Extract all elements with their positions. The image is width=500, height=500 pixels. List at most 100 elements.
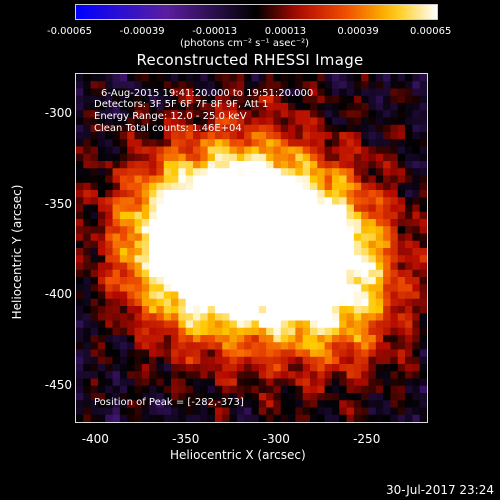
- heatmap-cell: [258, 211, 267, 220]
- heatmap-cell: [405, 335, 413, 343]
- heatmap-cell: [200, 356, 209, 365]
- heatmap-cell: [331, 161, 340, 169]
- heatmap-cell: [244, 414, 252, 422]
- heatmap-cell: [331, 378, 340, 387]
- heatmap-cell: [207, 407, 216, 416]
- heatmap-cell: [200, 269, 209, 278]
- heatmap-cell: [280, 95, 289, 104]
- heatmap-cell: [273, 190, 282, 198]
- heatmap-cell: [310, 335, 318, 343]
- heatmap-cell: [412, 153, 421, 162]
- heatmap-cell: [193, 255, 201, 263]
- heatmap-cell: [141, 342, 150, 350]
- heatmap-cell: [112, 313, 121, 321]
- heatmap-cell: [288, 117, 296, 126]
- heatmap-cell: [419, 219, 427, 227]
- heatmap-cell: [222, 95, 230, 104]
- heatmap-cell: [258, 204, 267, 213]
- heatmap-cell: [236, 175, 245, 184]
- heatmap-cell: [156, 248, 165, 256]
- heatmap-cell: [163, 117, 172, 126]
- heatmap-cell: [149, 211, 157, 220]
- heatmap-cell: [127, 371, 135, 379]
- heatmap-cell: [266, 385, 274, 394]
- heatmap-cell: [112, 190, 121, 198]
- heatmap-cell: [339, 240, 347, 249]
- heatmap-cell: [295, 211, 304, 220]
- heatmap-cell: [185, 284, 194, 292]
- heatmap-cell: [295, 378, 304, 387]
- heatmap-cell: [258, 226, 267, 234]
- heatmap-cell: [346, 327, 355, 336]
- heatmap-cell: [200, 277, 209, 285]
- heatmap-cell: [397, 88, 406, 97]
- heatmap-cell: [193, 335, 201, 343]
- heatmap-cell: [141, 407, 150, 416]
- heatmap-cell: [119, 95, 128, 104]
- heatmap-cell: [236, 132, 245, 140]
- heatmap-cell: [383, 182, 391, 191]
- heatmap-cell: [419, 240, 427, 249]
- heatmap-cell: [207, 182, 216, 191]
- heatmap-cell: [302, 117, 311, 126]
- colorbar: [75, 4, 438, 20]
- heatmap-cell: [214, 407, 223, 416]
- heatmap-cell: [302, 211, 311, 220]
- heatmap-cell: [134, 393, 143, 401]
- heatmap-cell: [288, 146, 296, 155]
- heatmap-cell: [390, 190, 399, 198]
- heatmap-cell: [353, 197, 362, 205]
- heatmap-cell: [76, 371, 84, 379]
- heatmap-cell: [207, 204, 216, 213]
- heatmap-cell: [302, 327, 311, 336]
- heatmap-cell: [236, 219, 245, 227]
- heatmap-cell: [383, 161, 391, 169]
- heatmap-cell: [353, 204, 362, 213]
- heatmap-cell: [244, 175, 252, 184]
- heatmap-cell: [280, 306, 289, 314]
- heatmap-cell: [266, 378, 274, 387]
- heatmap-cell: [156, 190, 165, 198]
- heatmap-cell: [280, 364, 289, 372]
- heatmap-cell: [244, 117, 252, 126]
- heatmap-cell: [229, 226, 238, 234]
- heatmap-cell: [310, 248, 318, 256]
- heatmap-cell: [214, 233, 223, 242]
- heatmap-cell: [419, 320, 427, 329]
- heatmap-cell: [156, 219, 165, 227]
- heatmap-cell: [310, 407, 318, 416]
- heatmap-cell: [412, 95, 421, 104]
- heatmap-cell: [229, 211, 238, 220]
- heatmap-cell: [266, 255, 274, 263]
- heatmap-cell: [397, 335, 406, 343]
- heatmap-cell: [83, 393, 92, 401]
- heatmap-cell: [353, 117, 362, 126]
- heatmap-cell: [200, 81, 209, 89]
- heatmap-cell: [288, 306, 296, 314]
- heatmap-cell: [251, 248, 260, 256]
- heatmap-cell: [244, 168, 252, 176]
- heatmap-cell: [134, 103, 143, 111]
- heatmap-cell: [83, 226, 92, 234]
- heatmap-cell: [324, 124, 333, 133]
- heatmap-cell: [207, 139, 216, 147]
- heatmap-cell: [134, 414, 143, 422]
- heatmap-cell: [397, 356, 406, 365]
- heatmap-cell: [76, 349, 84, 358]
- heatmap-cell: [251, 226, 260, 234]
- heatmap-cell: [236, 400, 245, 408]
- heatmap-cell: [200, 255, 209, 263]
- heatmap-cell: [258, 240, 267, 249]
- heatmap-cell: [302, 219, 311, 227]
- heatmap-cell: [266, 298, 274, 307]
- heatmap-cell: [419, 74, 427, 82]
- heatmap-cell: [346, 269, 355, 278]
- heatmap-cell: [236, 226, 245, 234]
- heatmap-cell: [244, 95, 252, 104]
- heatmap-cell: [295, 74, 304, 82]
- heatmap-cell: [346, 226, 355, 234]
- heatmap-cell: [331, 371, 340, 379]
- heatmap-cell: [280, 103, 289, 111]
- heatmap-cell: [419, 262, 427, 271]
- heatmap-cell: [76, 74, 84, 82]
